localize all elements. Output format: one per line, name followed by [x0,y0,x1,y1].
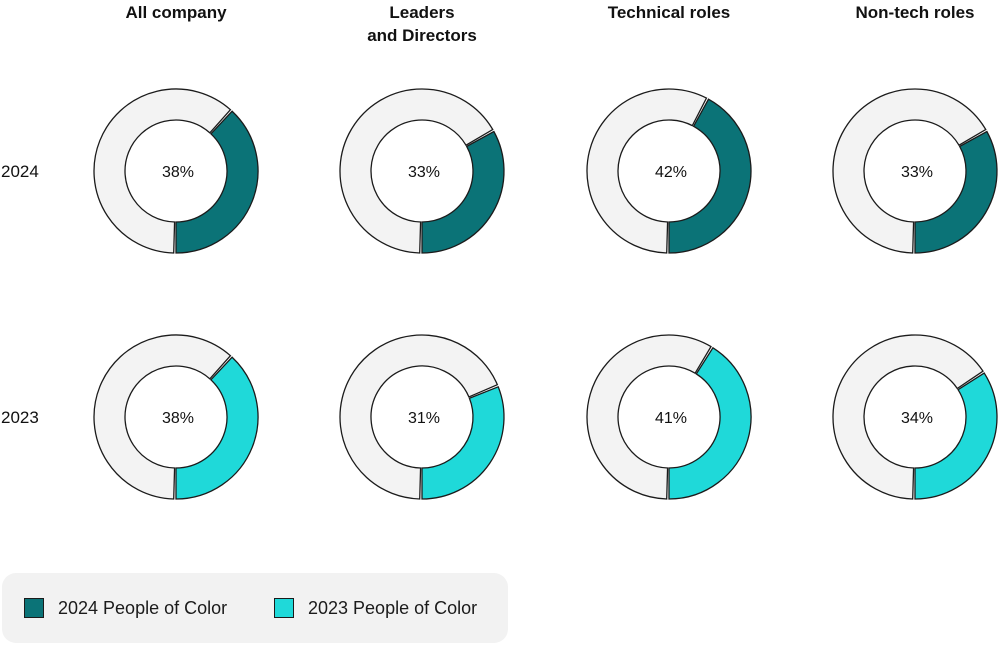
donut-segment-2023-1 [421,385,505,500]
column-header-1-line-0: Leaders [389,3,454,22]
donut-value-label-2024-0: 38% [162,164,194,181]
row-label-2023: 2023 [1,408,39,427]
donut-remainder-2023-0 [93,334,232,500]
donut-remainder-2023-2 [586,334,712,500]
column-header-3-line-0: Non-tech roles [855,3,974,22]
legend-item-2024: 2024 People of Color [24,597,227,619]
legend-panel: 2024 People of Color 2023 People of Colo… [2,573,508,643]
column-header-0-line-0: All company [125,3,227,22]
column-header-1-line-1: and Directors [367,26,477,45]
donut-remainder-2024-0 [93,88,232,254]
donut-segment-2023-3 [914,372,998,500]
donut-value-label-2023-0: 38% [162,410,194,427]
donut-segment-2023-0 [175,356,259,500]
legend-swatch-2024 [24,598,44,618]
donut-value-label-2024-2: 42% [655,164,687,181]
donut-value-label-2024-1: 33% [408,164,440,181]
row-label-2024: 2024 [1,162,39,181]
donut-remainder-2024-3 [832,88,987,254]
donut-segment-2024-0 [175,110,259,254]
legend-label-2023: 2023 People of Color [308,598,478,618]
donut-segment-2024-2 [668,98,752,254]
donut-segment-2024-3 [914,130,998,254]
donut-segment-2023-2 [668,346,752,500]
donut-value-label-2023-2: 41% [655,410,687,427]
donut-value-label-2024-3: 33% [901,164,933,181]
donut-segment-2024-1 [421,130,505,254]
donut-remainder-2023-1 [339,334,499,500]
donut-remainder-2024-2 [586,88,708,254]
donut-remainder-2024-1 [339,88,494,254]
donut-remainder-2023-3 [832,334,984,500]
column-header-2-line-0: Technical roles [608,3,731,22]
legend-swatch-2023 [274,598,294,618]
donut-value-label-2023-1: 31% [408,410,440,427]
legend-label-2024: 2024 People of Color [58,598,228,618]
legend-item-2023: 2023 People of Color [274,597,477,619]
donut-value-label-2023-3: 34% [901,410,933,427]
